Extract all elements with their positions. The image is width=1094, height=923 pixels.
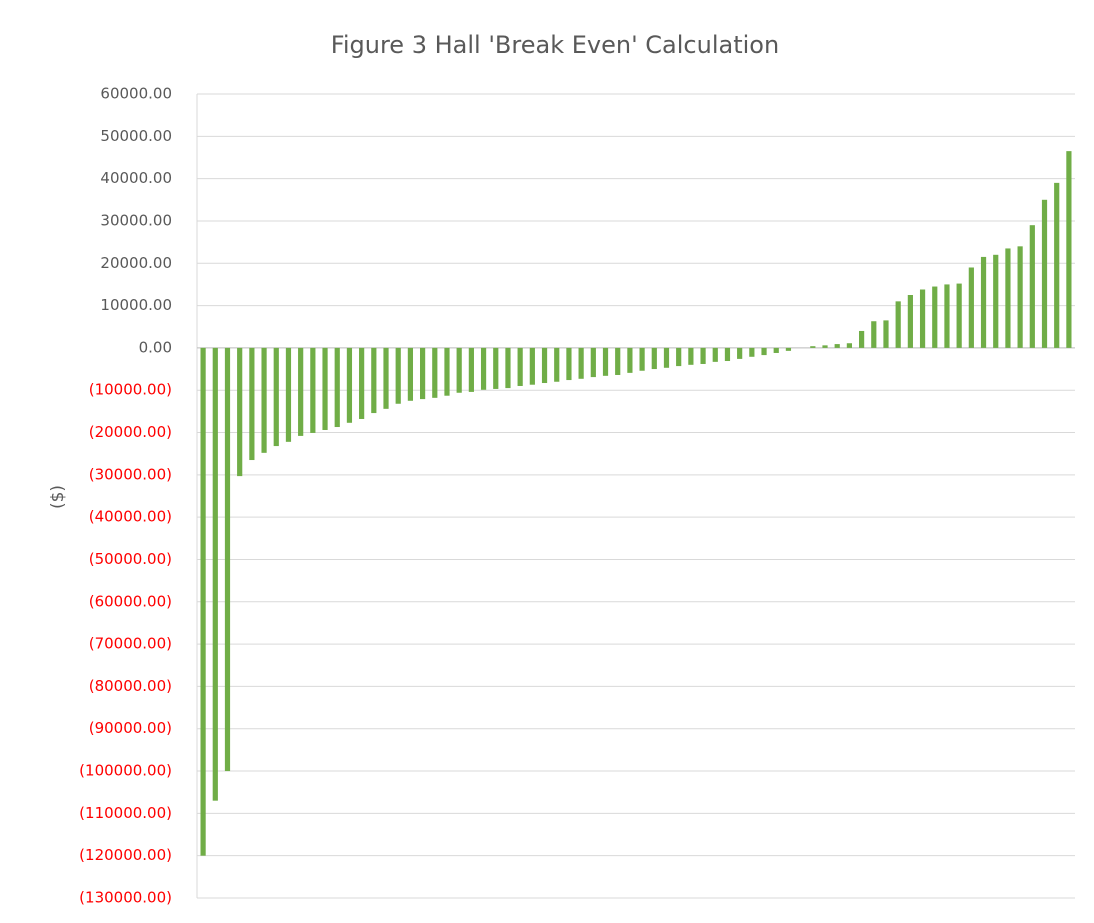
bar [846, 343, 853, 348]
bar [724, 347, 731, 362]
bar [968, 267, 974, 348]
bar [602, 347, 609, 376]
bar [456, 347, 462, 393]
bar [993, 254, 999, 348]
y-tick-label: (30000.00) [89, 465, 172, 483]
bar [895, 301, 901, 348]
bar [249, 347, 255, 461]
bar [956, 283, 962, 348]
bar [773, 347, 779, 353]
bar [1054, 182, 1060, 348]
bar [639, 347, 645, 371]
bar [200, 347, 206, 856]
bar [554, 347, 560, 382]
bar [566, 347, 572, 381]
bar [359, 347, 365, 419]
bar [1041, 199, 1048, 348]
bar [627, 347, 633, 373]
bar [822, 345, 828, 348]
bar [237, 347, 243, 477]
bar [346, 347, 353, 423]
y-tick-label: (120000.00) [79, 846, 172, 864]
bar [688, 347, 694, 365]
bar [1017, 246, 1023, 348]
bar [615, 347, 621, 375]
y-axis-label: ($) [48, 485, 68, 509]
bar [712, 347, 718, 362]
bar [858, 330, 865, 348]
y-tick-label: (50000.00) [89, 550, 172, 568]
bar [651, 347, 657, 370]
y-tick-label: 30000.00 [100, 211, 172, 229]
bar [419, 347, 426, 400]
bar [663, 347, 670, 368]
bar [517, 347, 523, 386]
y-tick-label: (90000.00) [89, 719, 172, 737]
bar [322, 347, 328, 430]
bar [432, 347, 438, 398]
chart-title: Figure 3 Hall 'Break Even' Calculation [331, 31, 779, 59]
y-tick-label: (110000.00) [79, 804, 172, 822]
bar [212, 347, 218, 801]
y-tick-label: 20000.00 [100, 254, 172, 272]
y-tick-label: (10000.00) [89, 381, 172, 399]
bar [505, 347, 511, 389]
bar [529, 347, 535, 385]
bar [700, 347, 706, 364]
bar [334, 347, 340, 428]
y-tick-label: (70000.00) [89, 635, 172, 653]
bar [883, 320, 889, 348]
bar [480, 347, 487, 390]
bar [1066, 151, 1072, 348]
y-tick-label: (40000.00) [89, 508, 172, 526]
bar [310, 347, 316, 433]
bar [834, 344, 840, 348]
y-tick-label: 50000.00 [100, 127, 172, 145]
bar [944, 284, 950, 348]
y-tick-label: 10000.00 [100, 296, 172, 314]
y-tick-label: (100000.00) [79, 762, 172, 780]
bar [298, 347, 304, 436]
bar [919, 289, 926, 348]
bar [785, 347, 792, 351]
bar [737, 347, 743, 359]
bar [273, 347, 279, 447]
bar [1005, 248, 1011, 348]
bar [761, 347, 767, 356]
bar [1029, 225, 1035, 348]
y-tick-label: (80000.00) [89, 677, 172, 695]
bar [590, 347, 596, 378]
bar [224, 347, 231, 772]
bar [578, 347, 584, 379]
y-tick-label: (60000.00) [89, 592, 172, 610]
y-tick-label: 40000.00 [100, 169, 172, 187]
bar [810, 346, 816, 348]
y-tick-label: (20000.00) [89, 423, 172, 441]
bar [676, 347, 682, 367]
bar [493, 347, 499, 389]
y-tick-label: 0.00 [139, 338, 172, 356]
bar [395, 347, 401, 404]
bar [749, 347, 755, 357]
bar [407, 347, 414, 401]
y-tick-label: 60000.00 [100, 85, 172, 103]
bar [907, 295, 913, 348]
bar [285, 347, 292, 442]
bar [468, 347, 474, 392]
bar [932, 286, 938, 348]
bar [261, 347, 267, 453]
bar [871, 321, 877, 348]
bar [444, 347, 450, 396]
bar [383, 347, 389, 409]
bar [541, 347, 548, 384]
y-tick-label: (130000.00) [79, 889, 172, 907]
bar [371, 347, 377, 414]
bar [980, 256, 987, 348]
